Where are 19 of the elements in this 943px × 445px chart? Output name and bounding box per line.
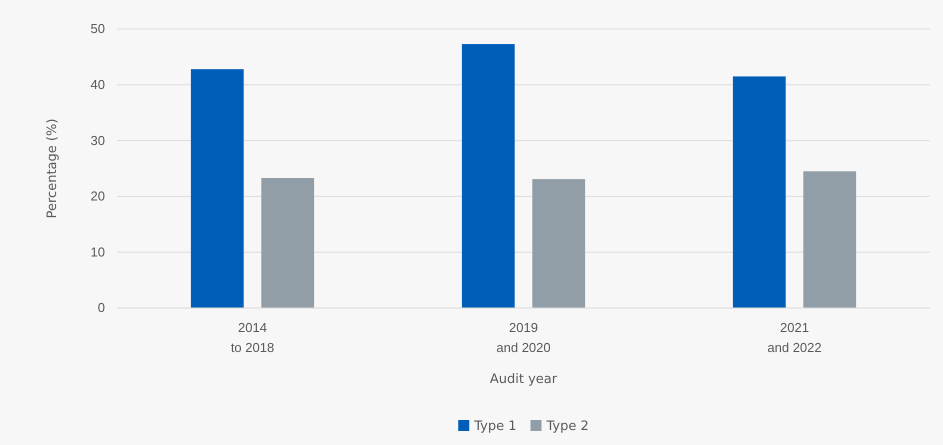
- legend-label: Type 1: [473, 419, 516, 434]
- x-tick-label: 2021 and 2022: [767, 320, 822, 355]
- bar: [261, 178, 314, 308]
- y-tick-label: 0: [98, 300, 105, 316]
- y-tick-label: 30: [90, 132, 105, 148]
- bar: [732, 76, 786, 308]
- x-tick-label: 2019 and 2020: [496, 320, 551, 355]
- legend-label: Type 2: [546, 419, 589, 434]
- x-axis-title: Audit year: [490, 372, 558, 387]
- y-tick-label: 20: [90, 188, 105, 204]
- x-tick-label: 2014 to 2018: [230, 320, 274, 355]
- bar: [532, 179, 586, 308]
- bar: [803, 171, 856, 308]
- y-tick-label: 50: [90, 21, 105, 36]
- y-tick-label: 40: [90, 76, 105, 92]
- y-axis-title: Percentage (%): [45, 118, 60, 218]
- bar: [190, 69, 244, 308]
- bar: [462, 44, 515, 308]
- y-tick-label: 10: [90, 244, 105, 260]
